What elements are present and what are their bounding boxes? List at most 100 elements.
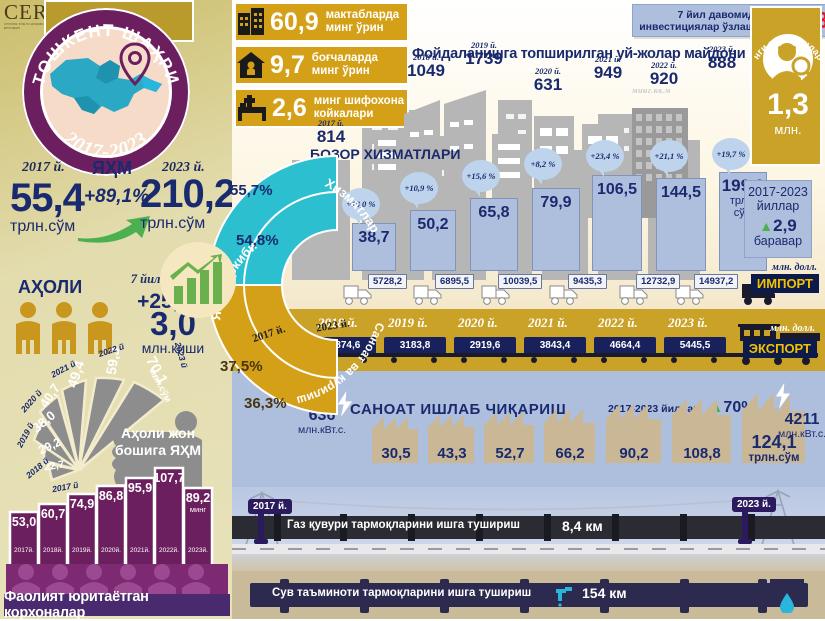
hospital-bed-icon	[238, 95, 266, 121]
services-bar-2: 65,8	[470, 198, 518, 271]
gdp-value-from: 55,4	[10, 176, 85, 220]
export-year-3: 2020 й.	[458, 315, 498, 330]
services-summary-value-row: ▲2,9	[745, 217, 811, 234]
jobs-unit: млн.	[774, 122, 802, 137]
export-badge: ЭКСПОРТ	[742, 339, 817, 358]
housing-year-0: 2017 й.	[318, 118, 344, 128]
import-value-0: 5728,2	[368, 274, 408, 289]
import-unit: млн. долл.	[771, 262, 817, 273]
export-year-5: 2022 й.	[598, 315, 638, 330]
import-value-1: 6895,5	[435, 274, 475, 289]
export-year-1: 2018 й.	[318, 315, 358, 330]
housing-title: Фойдаланишга топширилган уй-жолар майдон…	[412, 46, 746, 62]
housing-year-2: 2019 й.	[471, 40, 497, 50]
housing-year-5: 2022 й.	[651, 60, 677, 70]
jobs-box: Янги иш ўринлари 1,3 млн.	[750, 6, 824, 166]
gdp-growth: +89,1%	[84, 186, 149, 207]
water-pipe-joints	[280, 579, 804, 613]
housing-value-1: 1049	[407, 61, 445, 80]
beds-text-l1: минг шифохона	[313, 95, 405, 107]
truck-icons	[343, 284, 775, 305]
export-unit: млн. долл.	[769, 323, 815, 334]
export-year-4: 2021 й.	[528, 315, 568, 330]
schools-value: 60,9	[270, 7, 319, 36]
gas-km: 8,4 км	[562, 518, 603, 534]
people-icon	[16, 302, 112, 354]
social-bar-kindergartens: 9,7 боғчаларда минг ўрин	[234, 45, 409, 85]
population-unit: млн.киши	[141, 340, 205, 356]
industry-value-1: 43,3	[437, 444, 467, 462]
services-bar-4: 106,5	[592, 175, 642, 271]
import-value-3: 9435,3	[568, 274, 608, 289]
housing-label-2017: 2017 й. 814	[304, 118, 358, 145]
kindergartens-text: боғчаларда минг ўрин	[312, 52, 378, 78]
export-value-3: 2919,6	[454, 337, 516, 354]
donut-svg: Хизматлар Саноат ва қурилиш ЯҲМ таркиби	[206, 154, 387, 416]
gdp-label: ЯҲМ	[92, 158, 132, 178]
export-value-2: 3183,8	[384, 337, 446, 354]
gdp-value-to: 210,2	[140, 172, 236, 216]
gdp-year-from: 2017 й.	[22, 160, 65, 175]
kg-text-l1: боғчаларда	[311, 52, 378, 64]
industry-section: САНОАТ ИШЛАБ ЧИҚАРИШ 2017-2023 йиллар ▲7…	[232, 371, 825, 487]
up-arrow-icon: ▲	[759, 218, 774, 234]
water-text: Сув таъминоти тармоқларини ишга тушириш	[272, 587, 532, 599]
jobs-value: 1,3	[767, 88, 809, 121]
housing-label-2023: 2023 й. 888	[694, 44, 750, 71]
industry-value-0: 30,5	[381, 444, 411, 462]
fan-value-2: 38,0	[29, 407, 59, 436]
services-summary-period: 2017-2023 йиллар	[748, 185, 808, 213]
fan-value-1: 29,2	[36, 434, 64, 458]
services-bar-1: 50,2	[410, 210, 456, 271]
housing-value-4: 949	[593, 63, 623, 82]
gdp-unit-to: трлн.сўм	[140, 215, 206, 232]
gdp-per-capita-title: Аҳоли жон бошига ЯҲМ	[114, 425, 202, 458]
electricity-from-unit: млн.кВт.с.	[297, 424, 347, 436]
schools-text-l1: мактабларда	[325, 9, 400, 21]
water-km: 154 км	[582, 585, 627, 601]
donut-inner-industry: 37,5%	[220, 358, 263, 375]
housing-label-2021: 2021 й. 949	[580, 54, 636, 81]
city-seal: ТОШКЕНТ ШАҲРИ 2017-2023	[22, 8, 190, 176]
population-title: АҲОЛИ	[18, 277, 83, 297]
pipe-joints	[274, 514, 755, 541]
kindergarten-icon	[237, 52, 265, 78]
industry-unit: трлн.сўм	[748, 452, 800, 464]
map-pin-icon	[119, 42, 151, 86]
housing-label-2022: 2022 й. 920	[636, 60, 692, 87]
services-summary: 2017-2023 йиллар ▲2,9 баравар	[744, 180, 812, 258]
gas-year-to: 2023 й.	[732, 497, 776, 512]
industry-title: САНОАТ ИШЛАБ ЧИҚАРИШ	[350, 401, 567, 418]
services-title: БОЗОР ХИЗМАТЛАРИ	[310, 146, 461, 162]
donut-outer-services: 55,7%	[230, 182, 273, 199]
gdp-structure-donut: Хизматлар Саноат ва қурилиш ЯҲМ таркиби …	[192, 140, 392, 430]
import-badge: ИМПОРТ	[750, 274, 819, 293]
growth-arrow-icon	[78, 216, 150, 243]
electricity-to-value: 4211	[784, 411, 820, 428]
import-row: 5728,2 6895,5 10039,5 9435,3 12732,9 149…	[232, 268, 825, 308]
housing-value-0: 814	[316, 127, 346, 146]
beds-value: 2,6	[272, 93, 307, 122]
housing-label-2019: 2019 й. 1739	[454, 40, 514, 67]
factory-shapes	[372, 393, 805, 463]
housing-year-4: 2021 й.	[595, 54, 621, 64]
jobs-avatar	[763, 34, 815, 84]
schools-text-l2: минг ўрин	[325, 22, 384, 34]
industry-value-3: 66,2	[555, 444, 585, 462]
housing-year-6: 2023 й.	[709, 44, 735, 54]
import-value-2: 10039,5	[498, 274, 543, 289]
enterprises-title: Фаолият юритаётган корхоналар	[4, 589, 230, 621]
services-summary-unit: баравар	[753, 234, 803, 248]
kindergartens-value: 9,7	[270, 50, 305, 79]
housing-unit: минг.кв.м	[632, 86, 671, 95]
fan-year-6: 2023 й	[172, 340, 190, 370]
worker-icon	[773, 43, 815, 84]
beds-text-l2: койкалари	[313, 108, 374, 120]
donut-outer-industry: 36,3%	[244, 395, 287, 412]
gdp-per-capita-fan-chart	[32, 376, 166, 482]
donut-inner-services: 54,8%	[236, 232, 279, 249]
electricity-to-unit: млн.кВт.с.	[777, 428, 825, 440]
export-year-2: 2019 й.	[388, 315, 428, 330]
gas-text: Газ қувури тармоқларини ишга тушириш	[287, 519, 521, 531]
import-value-5: 14937,2	[694, 274, 739, 289]
